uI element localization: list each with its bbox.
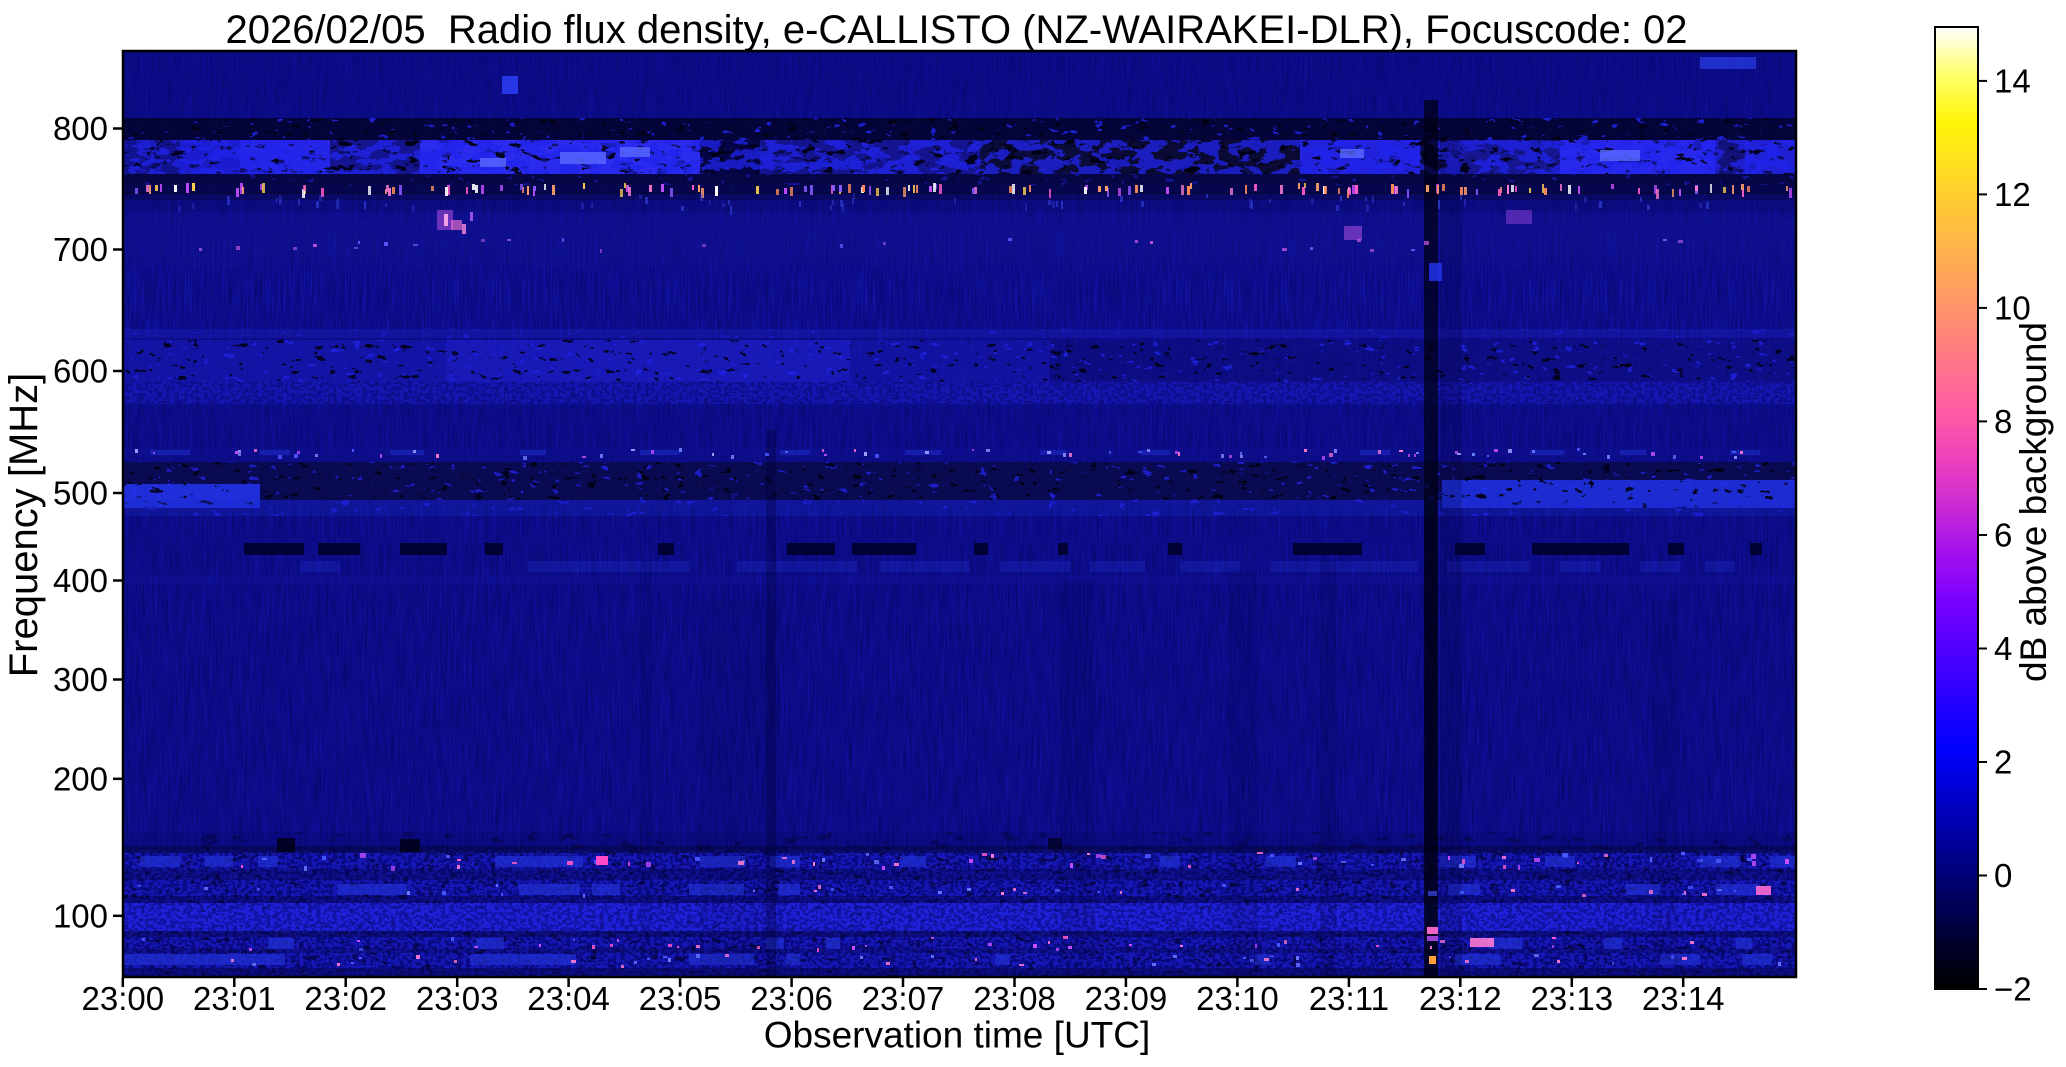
svg-text:8: 8 <box>1994 403 2012 440</box>
svg-text:23:00: 23:00 <box>82 980 165 1017</box>
svg-text:700: 700 <box>53 231 108 268</box>
svg-text:23:03: 23:03 <box>416 980 499 1017</box>
svg-text:23:02: 23:02 <box>304 980 387 1017</box>
svg-text:500: 500 <box>53 475 108 512</box>
svg-text:23:01: 23:01 <box>193 980 276 1017</box>
svg-text:4: 4 <box>1994 630 2012 667</box>
svg-text:800: 800 <box>53 110 108 147</box>
svg-text:−2: −2 <box>1994 971 2032 1008</box>
svg-text:Observation time [UTC]: Observation time [UTC] <box>764 1015 1151 1056</box>
svg-text:23:12: 23:12 <box>1419 980 1502 1017</box>
svg-text:6: 6 <box>1994 517 2012 554</box>
svg-text:0: 0 <box>1994 857 2012 894</box>
svg-text:23:07: 23:07 <box>862 980 945 1017</box>
svg-text:2: 2 <box>1994 744 2012 781</box>
svg-text:14: 14 <box>1994 62 2031 99</box>
svg-text:dB above background: dB above background <box>2013 322 2054 682</box>
svg-text:2026/02/05 Radio flux density: 2026/02/05 Radio flux density, e-CALLIST… <box>225 8 1687 52</box>
svg-text:12: 12 <box>1994 176 2031 213</box>
svg-text:10: 10 <box>1994 289 2031 326</box>
svg-text:23:04: 23:04 <box>527 980 610 1017</box>
svg-text:23:10: 23:10 <box>1196 980 1279 1017</box>
svg-text:23:14: 23:14 <box>1642 980 1725 1017</box>
svg-text:23:08: 23:08 <box>973 980 1056 1017</box>
svg-text:23:13: 23:13 <box>1531 980 1614 1017</box>
svg-text:200: 200 <box>53 760 108 797</box>
svg-text:Frequency [MHz]: Frequency [MHz] <box>2 373 46 678</box>
svg-text:300: 300 <box>53 661 108 698</box>
svg-text:100: 100 <box>53 897 108 934</box>
svg-text:23:11: 23:11 <box>1309 980 1389 1017</box>
svg-text:400: 400 <box>53 562 108 599</box>
svg-text:600: 600 <box>53 353 108 390</box>
svg-text:23:09: 23:09 <box>1085 980 1168 1017</box>
svg-text:23:05: 23:05 <box>639 980 722 1017</box>
svg-text:23:06: 23:06 <box>750 980 833 1017</box>
